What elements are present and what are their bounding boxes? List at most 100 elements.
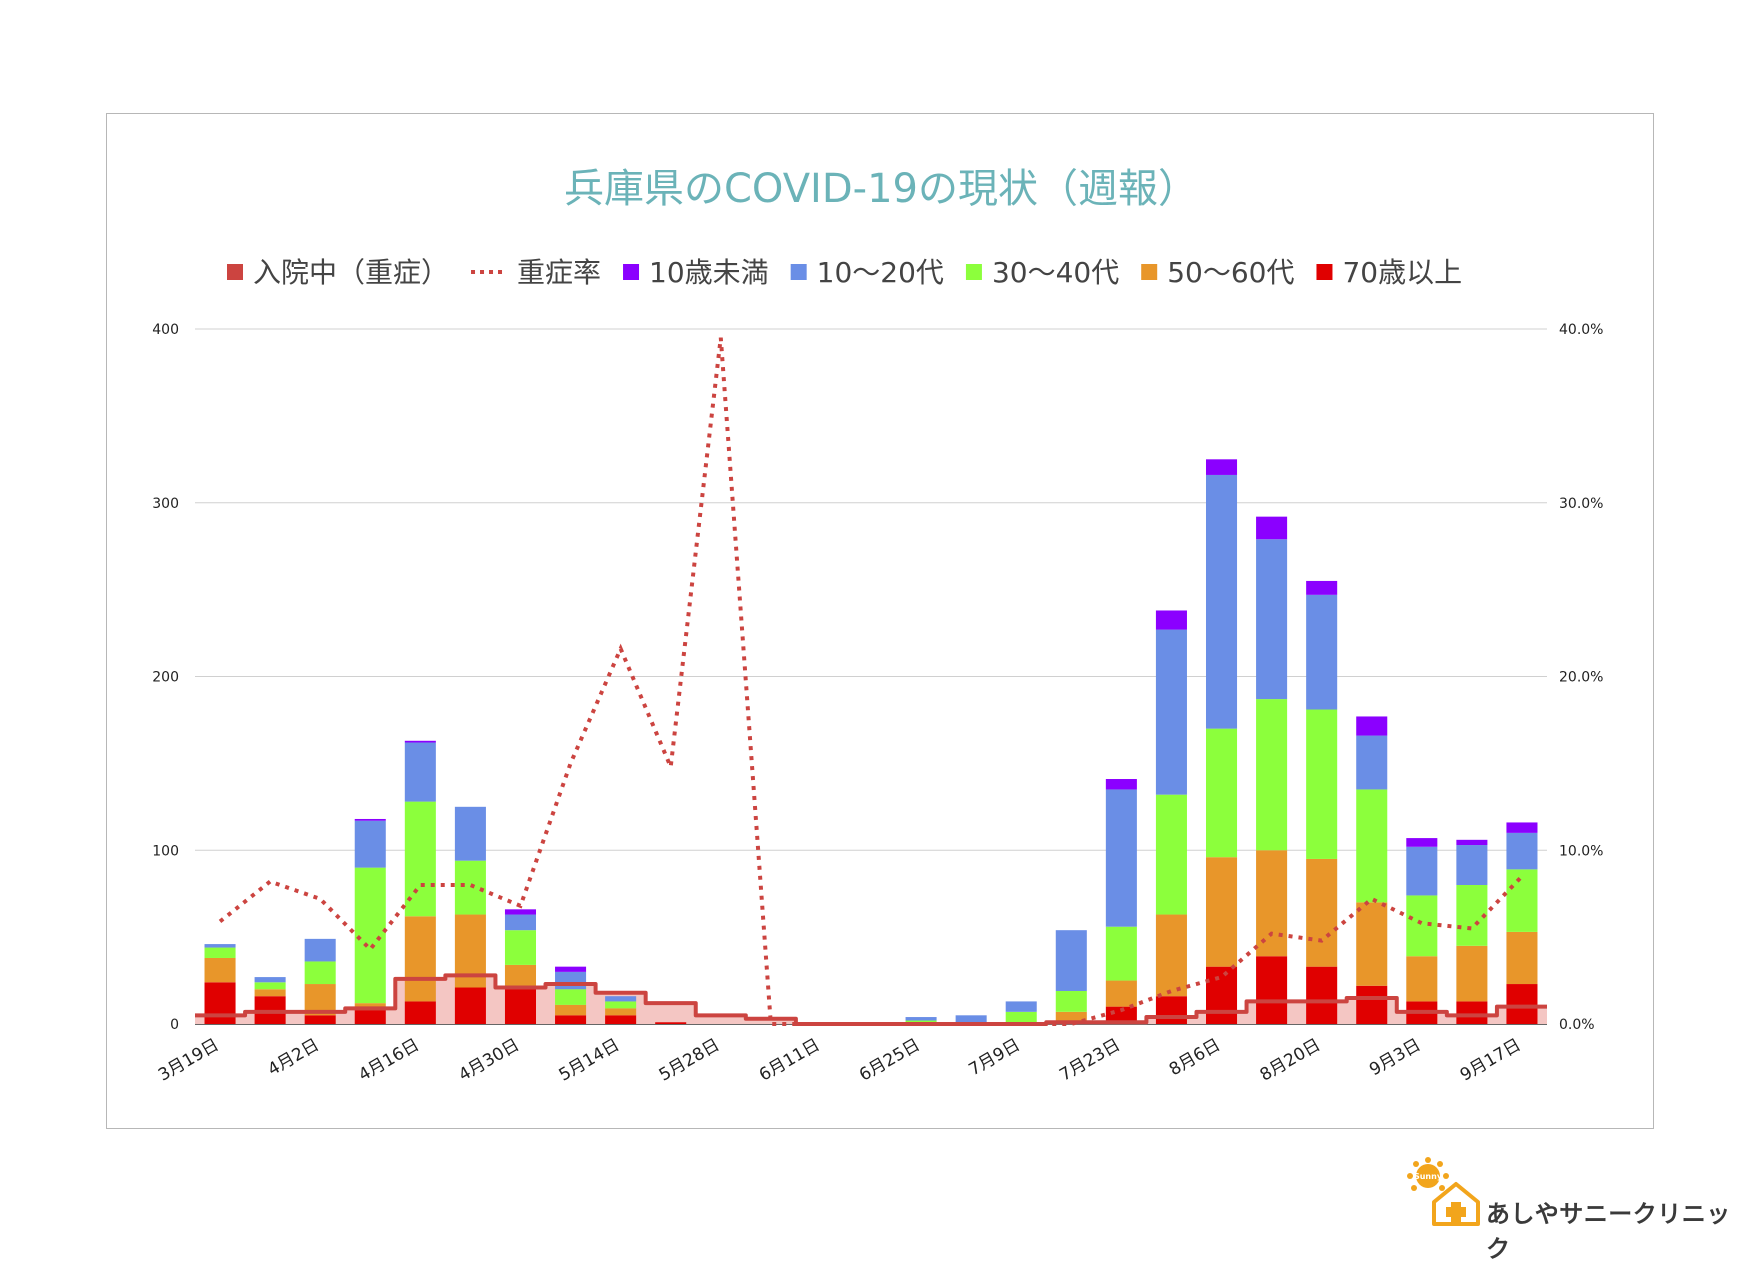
bar-segment xyxy=(354,867,386,1004)
x-axis: 3月19日 4月2日 4月16日 4月30日 5月14日 5月28日 6月11日 6月25日 7… xyxy=(155,1035,1524,1086)
bar-segment xyxy=(905,1020,937,1023)
bar-stack xyxy=(1205,459,1238,1024)
bar-segment xyxy=(404,916,436,1002)
bar-segment xyxy=(1055,930,1087,991)
y-left-tick-label: 100 xyxy=(152,843,179,859)
bar-segment xyxy=(454,987,486,1024)
bar-stack xyxy=(555,966,587,1024)
bar-segment xyxy=(1005,1001,1037,1012)
bar-segment xyxy=(605,1015,637,1024)
clinic-logo-icon: Sunny xyxy=(1407,1157,1480,1226)
legend-item: 70歳以上 xyxy=(1316,256,1462,289)
legend-item: 10歳未満 xyxy=(623,256,769,289)
legend-swatch xyxy=(623,264,640,280)
bar-segment xyxy=(304,961,336,985)
bar-segment xyxy=(404,740,436,743)
bar-segment xyxy=(1506,931,1538,985)
bar-stack xyxy=(204,944,236,1024)
bar-segment xyxy=(555,1004,587,1016)
y-left-tick-label: 0 xyxy=(170,1017,179,1033)
bar-segment xyxy=(1506,832,1538,870)
bar-segment xyxy=(254,982,286,990)
y-right-tick-label: 40.0% xyxy=(1559,322,1603,338)
bar-segment xyxy=(1105,779,1137,790)
clinic-name: あしやサニークリニック xyxy=(1486,1200,1731,1263)
bar-segment xyxy=(605,1008,637,1016)
legend-item: 重症率 xyxy=(471,256,601,289)
bar-stack xyxy=(1456,839,1488,1024)
bar-segment xyxy=(555,1015,587,1024)
bar-segment xyxy=(1506,869,1538,932)
x-tick-label: 6月25日 xyxy=(856,1035,924,1086)
bar-segment xyxy=(1155,914,1187,997)
bar-segment xyxy=(1456,839,1488,846)
bar-segment xyxy=(1055,990,1087,1012)
bar-segment xyxy=(1356,902,1388,986)
bar-segment xyxy=(1456,1001,1488,1024)
x-tick-label: 7月9日 xyxy=(966,1035,1024,1080)
legend-swatch xyxy=(965,264,982,280)
x-tick-label: 4月16日 xyxy=(355,1035,423,1086)
legend-item: 30〜40代 xyxy=(965,256,1119,289)
bar-stack xyxy=(1155,610,1187,1024)
bar-segment xyxy=(605,996,637,1002)
y-axis-left: 0 100 200 300 400 xyxy=(152,322,179,1033)
bar-stack xyxy=(1356,716,1388,1024)
bar-stack xyxy=(1506,822,1538,1024)
bar-segment xyxy=(504,989,537,1024)
bar-segment xyxy=(1356,789,1388,903)
bar-segment xyxy=(504,930,537,965)
bar-stack xyxy=(454,806,486,1024)
legend-swatch xyxy=(790,264,807,280)
stacked-bars xyxy=(204,459,1538,1024)
legend-swatch xyxy=(227,264,243,280)
x-tick-label: 8月20日 xyxy=(1257,1035,1325,1086)
bar-segment xyxy=(1205,474,1238,729)
legend: 入院中（重症） 重症率 10歳未満 10〜20代 30〜40代 50〜60代 70歳以上 xyxy=(227,256,1462,289)
bar-stack xyxy=(1256,516,1288,1024)
clinic-brand: Sunny あしやサニークリニック xyxy=(1398,1150,1738,1263)
bar-segment xyxy=(555,989,587,1005)
bar-segment xyxy=(1306,594,1338,710)
bar-stack xyxy=(1055,930,1087,1024)
bar-segment xyxy=(955,1015,987,1023)
legend-swatch xyxy=(1141,264,1158,280)
bar-segment xyxy=(1406,895,1438,957)
bar-segment xyxy=(404,1001,436,1024)
bar-segment xyxy=(1256,699,1288,851)
bar-segment xyxy=(454,806,486,861)
bar-segment xyxy=(1256,956,1288,1024)
bar-stack xyxy=(404,740,436,1024)
grid-lines xyxy=(195,328,1547,1025)
chart-title: 兵庫県のCOVID-19の現状（週報） xyxy=(564,166,1198,212)
bar-segment xyxy=(1356,716,1388,736)
bar-segment xyxy=(504,914,537,931)
bar-stack xyxy=(504,909,537,1024)
bar-segment xyxy=(204,944,236,948)
bar-segment xyxy=(1055,1011,1087,1023)
y-left-tick-label: 400 xyxy=(152,322,179,338)
y-right-tick-label: 30.0% xyxy=(1559,496,1603,512)
bar-segment xyxy=(1306,858,1338,967)
x-tick-label: 7月23日 xyxy=(1056,1035,1124,1086)
bar-segment xyxy=(1406,838,1438,847)
bar-segment xyxy=(1506,984,1538,1024)
bar-segment xyxy=(204,982,236,1024)
x-tick-label: 9月3日 xyxy=(1366,1035,1424,1080)
bar-segment xyxy=(655,1022,687,1024)
bar-segment xyxy=(555,971,587,990)
bar-segment xyxy=(1306,966,1338,1024)
bar-segment xyxy=(1456,845,1488,885)
legend-label: 10〜20代 xyxy=(817,256,944,289)
bar-segment xyxy=(304,938,336,962)
bar-segment xyxy=(404,742,436,802)
bar-segment xyxy=(1155,610,1187,630)
logo-text: Sunny xyxy=(1414,1172,1443,1181)
legend-label: 入院中（重症） xyxy=(253,256,449,289)
bar-segment xyxy=(555,966,587,972)
bar-segment xyxy=(354,818,386,821)
y-right-tick-label: 20.0% xyxy=(1559,670,1603,686)
bar-segment xyxy=(204,957,236,983)
bar-segment xyxy=(1205,459,1238,475)
lines-layer xyxy=(195,337,1547,1026)
